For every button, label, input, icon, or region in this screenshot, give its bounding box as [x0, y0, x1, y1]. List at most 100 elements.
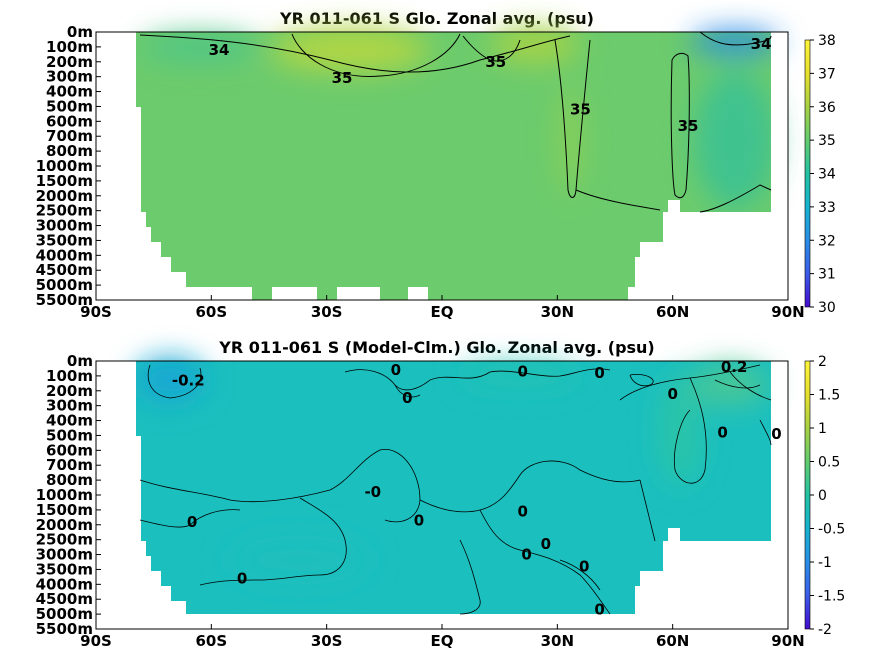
y-tick-label: 100m — [46, 38, 93, 56]
colorbar-tick-label: 37 — [818, 66, 836, 82]
contour-label: 35 — [332, 69, 353, 87]
colorbar-gradient — [804, 39, 811, 308]
field-patch — [140, 34, 260, 62]
contour-label: 35 — [678, 117, 699, 135]
x-tick-label: 90N — [771, 632, 804, 650]
contour-label: 34 — [751, 35, 772, 53]
field-patch — [135, 358, 205, 402]
contour-label: 0 — [771, 425, 781, 443]
chart-title: YR 011-061 S Glo. Zonal avg. (psu) — [279, 9, 594, 28]
land-mask — [96, 32, 788, 300]
y-tick-label: 700m — [46, 127, 93, 145]
land-mask — [96, 361, 788, 629]
colorbar-tick-label: 36 — [818, 100, 836, 116]
x-tick-label: EQ — [431, 303, 454, 321]
plot-area: 34 35 35 35 35 34 — [95, 27, 789, 301]
y-tick-label: 400m — [46, 83, 93, 101]
x-tick-label: 60N — [656, 303, 689, 321]
contour-label: 0 — [579, 557, 589, 575]
colorbar: -2 -1.5 -1 -0.5 0 0.5 1 1.5 2 — [804, 354, 845, 638]
field-anomalies — [135, 358, 770, 585]
x-tick-label: 30N — [541, 303, 574, 321]
field-patch — [695, 70, 775, 210]
y-tick-label: 2000m — [36, 516, 93, 534]
y-tick-label: 4000m — [36, 575, 93, 593]
contour-label: 0 — [518, 362, 528, 380]
colorbar-tick-label: 0 — [818, 488, 827, 504]
colorbar-ticks: -2 -1.5 -1 -0.5 0 0.5 1 1.5 2 — [810, 354, 845, 638]
contour-label: 0 — [717, 423, 727, 441]
contour-label: 0 — [541, 535, 551, 553]
colorbar-gradient — [804, 360, 811, 630]
x-axis: 90S 60S 30S EQ 30N 60N 90N — [80, 624, 805, 650]
y-tick-label: 600m — [46, 112, 93, 130]
y-tick-label: 400m — [46, 412, 93, 430]
y-tick-label: 5000m — [36, 605, 93, 623]
contour-label: 0 — [237, 569, 247, 587]
colorbar-tick-label: 1 — [818, 421, 827, 437]
contour-label: 35 — [485, 53, 506, 71]
y-tick-label: 2000m — [36, 187, 93, 205]
contour-label: 0 — [187, 513, 197, 531]
x-tick-label: 30S — [311, 632, 343, 650]
y-tick-label: 700m — [46, 456, 93, 474]
contour-label: 0 — [594, 601, 604, 619]
field-patch — [690, 30, 780, 54]
colorbar-tick-label: -1.5 — [818, 589, 845, 605]
y-tick-label: 1500m — [36, 172, 93, 190]
x-tick-label: 90S — [80, 303, 112, 321]
y-tick-label: 600m — [46, 441, 93, 459]
contour-lines — [139, 31, 772, 213]
y-tick-label: 4500m — [36, 261, 93, 279]
field-patch — [270, 28, 430, 72]
x-tick-label: 60S — [195, 632, 227, 650]
y-tick-label: 3500m — [36, 560, 93, 578]
x-axis: 90S 60S 30S EQ 30N 60N 90N — [80, 295, 805, 321]
y-axis: 0m100m200m300m400m500m600m700m800m1000m1… — [36, 23, 101, 309]
contour-label: 0 — [518, 502, 528, 520]
field-patch — [230, 535, 370, 585]
contour-label: 0 — [391, 361, 401, 379]
x-tick-label: 30S — [311, 303, 343, 321]
y-tick-label: 300m — [46, 68, 93, 86]
y-tick-label: 3000m — [36, 217, 93, 235]
x-tick-label: 90N — [771, 303, 804, 321]
y-tick-label: 3000m — [36, 546, 93, 564]
contour-labels: 34 35 35 35 35 34 — [209, 35, 772, 135]
x-tick-label: 60N — [656, 632, 689, 650]
panel-salinity: YR 011-061 S Glo. Zonal avg. (psu) — [36, 9, 836, 321]
contour-label: 34 — [209, 41, 230, 59]
contour-label: -0 — [364, 483, 381, 501]
colorbar-tick-label: 38 — [818, 33, 836, 49]
contour-label: -0.2 — [172, 371, 205, 389]
contour-label: 0 — [402, 389, 412, 407]
y-axis: 0m100m200m300m400m500m600m700m800m1000m1… — [36, 352, 101, 638]
contour-label: 0 — [414, 511, 424, 529]
colorbar-tick-label: 32 — [818, 233, 836, 249]
x-tick-label: 60S — [195, 303, 227, 321]
colorbar-tick-label: -1 — [818, 555, 832, 571]
y-tick-label: 2500m — [36, 531, 93, 549]
y-tick-label: 2500m — [36, 202, 93, 220]
y-tick-label: 200m — [46, 382, 93, 400]
colorbar-tick-label: -0.5 — [818, 522, 845, 538]
contour-label: 35 — [570, 100, 591, 118]
y-tick-label: 4500m — [36, 590, 93, 608]
field-patch — [460, 365, 580, 385]
colorbar-tick-label: 35 — [818, 133, 836, 149]
colorbar-tick-label: 31 — [818, 267, 836, 283]
field-anomalies — [140, 27, 780, 210]
y-tick-label: 500m — [46, 97, 93, 115]
colorbar-tick-label: 1.5 — [818, 388, 840, 404]
colorbar: 30 31 32 33 34 35 36 37 38 — [804, 33, 836, 316]
y-tick-label: 100m — [46, 367, 93, 385]
y-tick-label: 5500m — [36, 620, 93, 638]
panel-salinity-anomaly: YR 011-061 S (Model-Clm.) Glo. Zonal avg… — [36, 338, 846, 650]
y-tick-label: 1000m — [36, 486, 93, 504]
field-patch — [560, 85, 580, 195]
y-tick-label: 1000m — [36, 157, 93, 175]
colorbar-tick-label: 30 — [818, 300, 836, 316]
contour-label: 0 — [667, 385, 677, 403]
